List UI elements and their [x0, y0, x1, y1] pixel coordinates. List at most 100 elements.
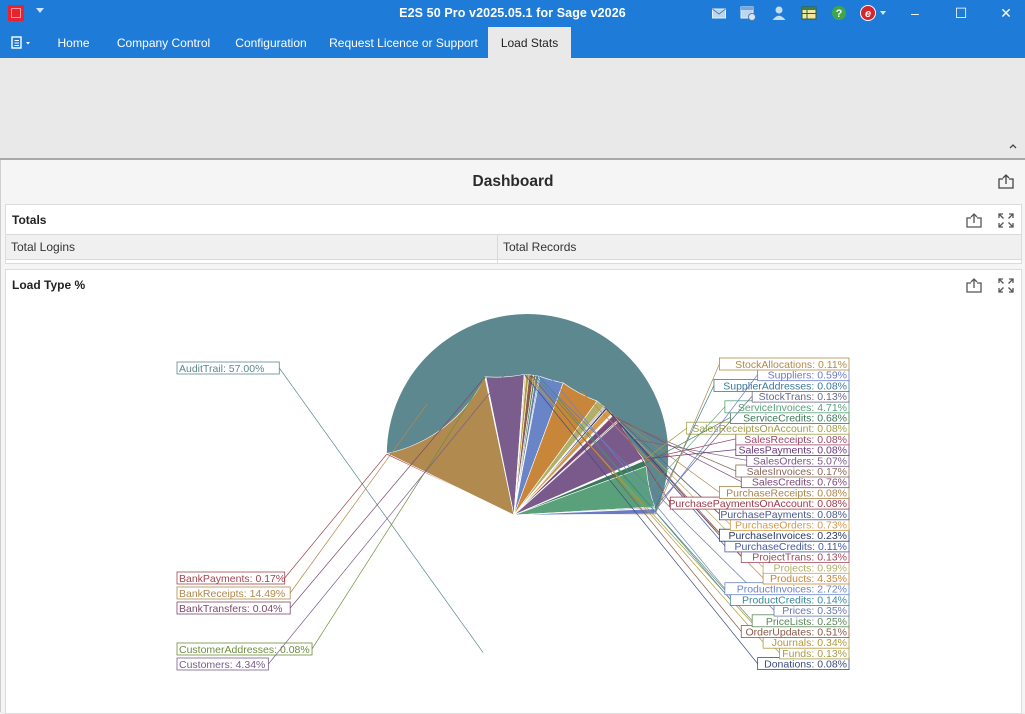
pie-label-journals: Journals: 0.34%: [772, 637, 847, 649]
pie-leader-line: [651, 406, 726, 487]
pie-label-prices: Prices: 0.35%: [782, 605, 847, 617]
dashboard: Dashboard Totals Total Logins Total Reco…: [0, 160, 1025, 714]
pie-leader-line: [524, 374, 758, 664]
pie-leader-line: [539, 376, 731, 600]
window-title: E2S 50 Pro v2025.05.1 for Sage v2026: [399, 6, 626, 20]
pie-label-banktransfers: BankTransfers: 0.04%: [179, 603, 283, 615]
pie-label-box: [176, 601, 291, 615]
pie-label-productcredits: ProductCredits: 0.14%: [742, 594, 847, 606]
pie-label-purchasepayments: PurchasePayments: 0.08%: [720, 509, 847, 521]
pie-leader-line: [606, 408, 720, 536]
maximize-panel-icon[interactable]: [997, 212, 1015, 229]
pie-label-projects: Projects: 0.99%: [773, 562, 847, 574]
pie-label-box: [719, 357, 850, 371]
calendar-icon[interactable]: [740, 5, 756, 21]
pie-label-stocktrans: StockTrans: 0.13%: [759, 391, 847, 403]
pie-label-salesorders: SalesOrders: 5.07%: [753, 455, 847, 467]
tab-home[interactable]: Home: [57, 36, 90, 50]
pie-label-serviceinvoices: ServiceInvoices: 4.71%: [738, 402, 847, 414]
brand-icon[interactable]: e: [860, 5, 888, 21]
pie-label-audittrail: AuditTrail: 57.00%: [179, 363, 264, 375]
svg-text:e: e: [865, 8, 871, 20]
mail-icon[interactable]: [712, 5, 726, 21]
tab-load-stats[interactable]: Load Stats: [488, 27, 571, 58]
totals-column-header: Total Records: [497, 235, 1021, 259]
pie-label-funds: Funds: 0.13%: [782, 648, 847, 660]
pie-leader-line: [289, 376, 486, 609]
close-button[interactable]: ✕: [1000, 5, 1012, 21]
pie-label-projecttrans: ProjectTrans: 0.13%: [752, 552, 847, 564]
load-type-title: Load Type %: [12, 278, 86, 292]
title-bar: E2S 50 Pro v2025.05.1 for Sage v2026 ? e…: [0, 0, 1025, 27]
ribbon-content: [0, 58, 1025, 159]
pie-label-box: [176, 657, 269, 671]
pie-label-customeraddresses: CustomerAddresses: 0.08%: [179, 644, 310, 656]
pie-leader-line: [612, 414, 720, 493]
maximize-panel-icon[interactable]: [997, 277, 1015, 294]
ribbon-tab-bar: Home Company Control Configuration Reque…: [0, 27, 1025, 58]
pie-label-salesreceipts: SalesReceipts: 0.08%: [744, 434, 847, 446]
pie-label-salescredits: SalesCredits: 0.76%: [752, 477, 847, 489]
pie-leader-line: [536, 375, 775, 611]
pie-label-purchasecredits: PurchaseCredits: 0.11%: [735, 541, 847, 553]
pie-leader-line: [654, 385, 715, 509]
app-icon[interactable]: [8, 5, 24, 21]
pie-leader-line: [551, 378, 726, 589]
pie-leader-line: [604, 407, 726, 547]
pie-label-box: [176, 571, 286, 585]
pie-leader-line: [279, 367, 484, 653]
pie-leader-line: [289, 403, 428, 594]
totals-column-header: Total Logins: [11, 240, 76, 254]
tab-request-licence-support[interactable]: Request Licence or Support: [329, 36, 478, 50]
pie-leader-line: [268, 374, 506, 665]
pie-leader-line: [311, 376, 486, 650]
collapse-ribbon-icon[interactable]: [1009, 142, 1017, 150]
pie-label-salespayments: SalesPayments: 0.08%: [738, 445, 847, 457]
tab-configuration[interactable]: Configuration: [235, 36, 307, 50]
minimize-button[interactable]: –: [911, 5, 919, 21]
load-type-pie-chart: AuditTrail: 57.00% BankPayments: 0.17% Ban…: [176, 313, 850, 671]
pie-label-purchasereceipts: PurchaseReceipts: 0.08%: [726, 487, 847, 499]
help-icon[interactable]: ?: [831, 5, 847, 21]
export-icon[interactable]: [997, 173, 1015, 190]
user-icon[interactable]: [771, 5, 787, 21]
pie-label-productinvoices: ProductInvoices: 2.72%: [737, 584, 847, 596]
ribbon-divider: [0, 158, 1025, 160]
export-icon[interactable]: [965, 277, 983, 294]
pie-leader-line: [643, 427, 687, 461]
pie-label-box: [176, 361, 280, 375]
totals-panel: Totals Total Logins Total Records: [5, 204, 1022, 264]
pie-label-customers: Customers: 4.34%: [179, 659, 265, 671]
pie-leader-line: [643, 449, 736, 460]
quick-access-dropdown-icon[interactable]: [36, 8, 44, 13]
tab-company-control[interactable]: Company Control: [116, 36, 211, 50]
file-menu-icon[interactable]: [8, 35, 34, 51]
pie-leader-line: [284, 453, 388, 579]
pie-label-bankreceipts: BankReceipts: 14.49%: [179, 588, 285, 600]
pie-label-orderupdates: OrderUpdates: 0.51%: [745, 627, 847, 639]
pie-label-box: [176, 586, 291, 600]
pie-label-products: Products: 4.35%: [770, 573, 847, 585]
export-icon[interactable]: [965, 212, 983, 229]
pie-label-salesinvoices: SalesInvoices: 0.17%: [747, 466, 847, 478]
pie-label-stockallocations: StockAllocations: 0.11%: [735, 359, 847, 371]
pie-label-salesreceiptsonaccount: SalesReceiptsOnAccount: 0.08%: [692, 423, 847, 435]
pie-leader-line: [654, 374, 758, 512]
pie-label-supplieraddresses: SupplierAddresses: 0.08%: [723, 380, 847, 392]
svg-text:?: ?: [836, 8, 843, 20]
pie-label-pricelists: PriceLists: 0.25%: [766, 616, 847, 628]
pie-leader-line: [654, 363, 720, 515]
maximize-button[interactable]: ☐: [954, 5, 968, 21]
totals-title: Totals: [12, 213, 47, 227]
spreadsheet-icon[interactable]: [801, 5, 817, 21]
pie-leader-line: [612, 414, 671, 504]
pie-label-bankpayments: BankPayments: 0.17%: [179, 573, 285, 585]
pie-leader-line: [618, 420, 736, 472]
dashboard-title: Dashboard: [472, 173, 554, 190]
pie-label-purchasepaymentsonaccount: PurchasePaymentsOnAccount: 0.08%: [668, 498, 847, 510]
pie-label-suppliers: Suppliers: 0.59%: [768, 370, 847, 382]
pie-leader-line: [527, 374, 764, 643]
pie-leader-line: [531, 374, 742, 632]
pie-label-servicecredits: ServiceCredits: 0.68%: [743, 413, 847, 425]
pie-label-purchaseorders: PurchaseOrders: 0.73%: [735, 520, 847, 532]
